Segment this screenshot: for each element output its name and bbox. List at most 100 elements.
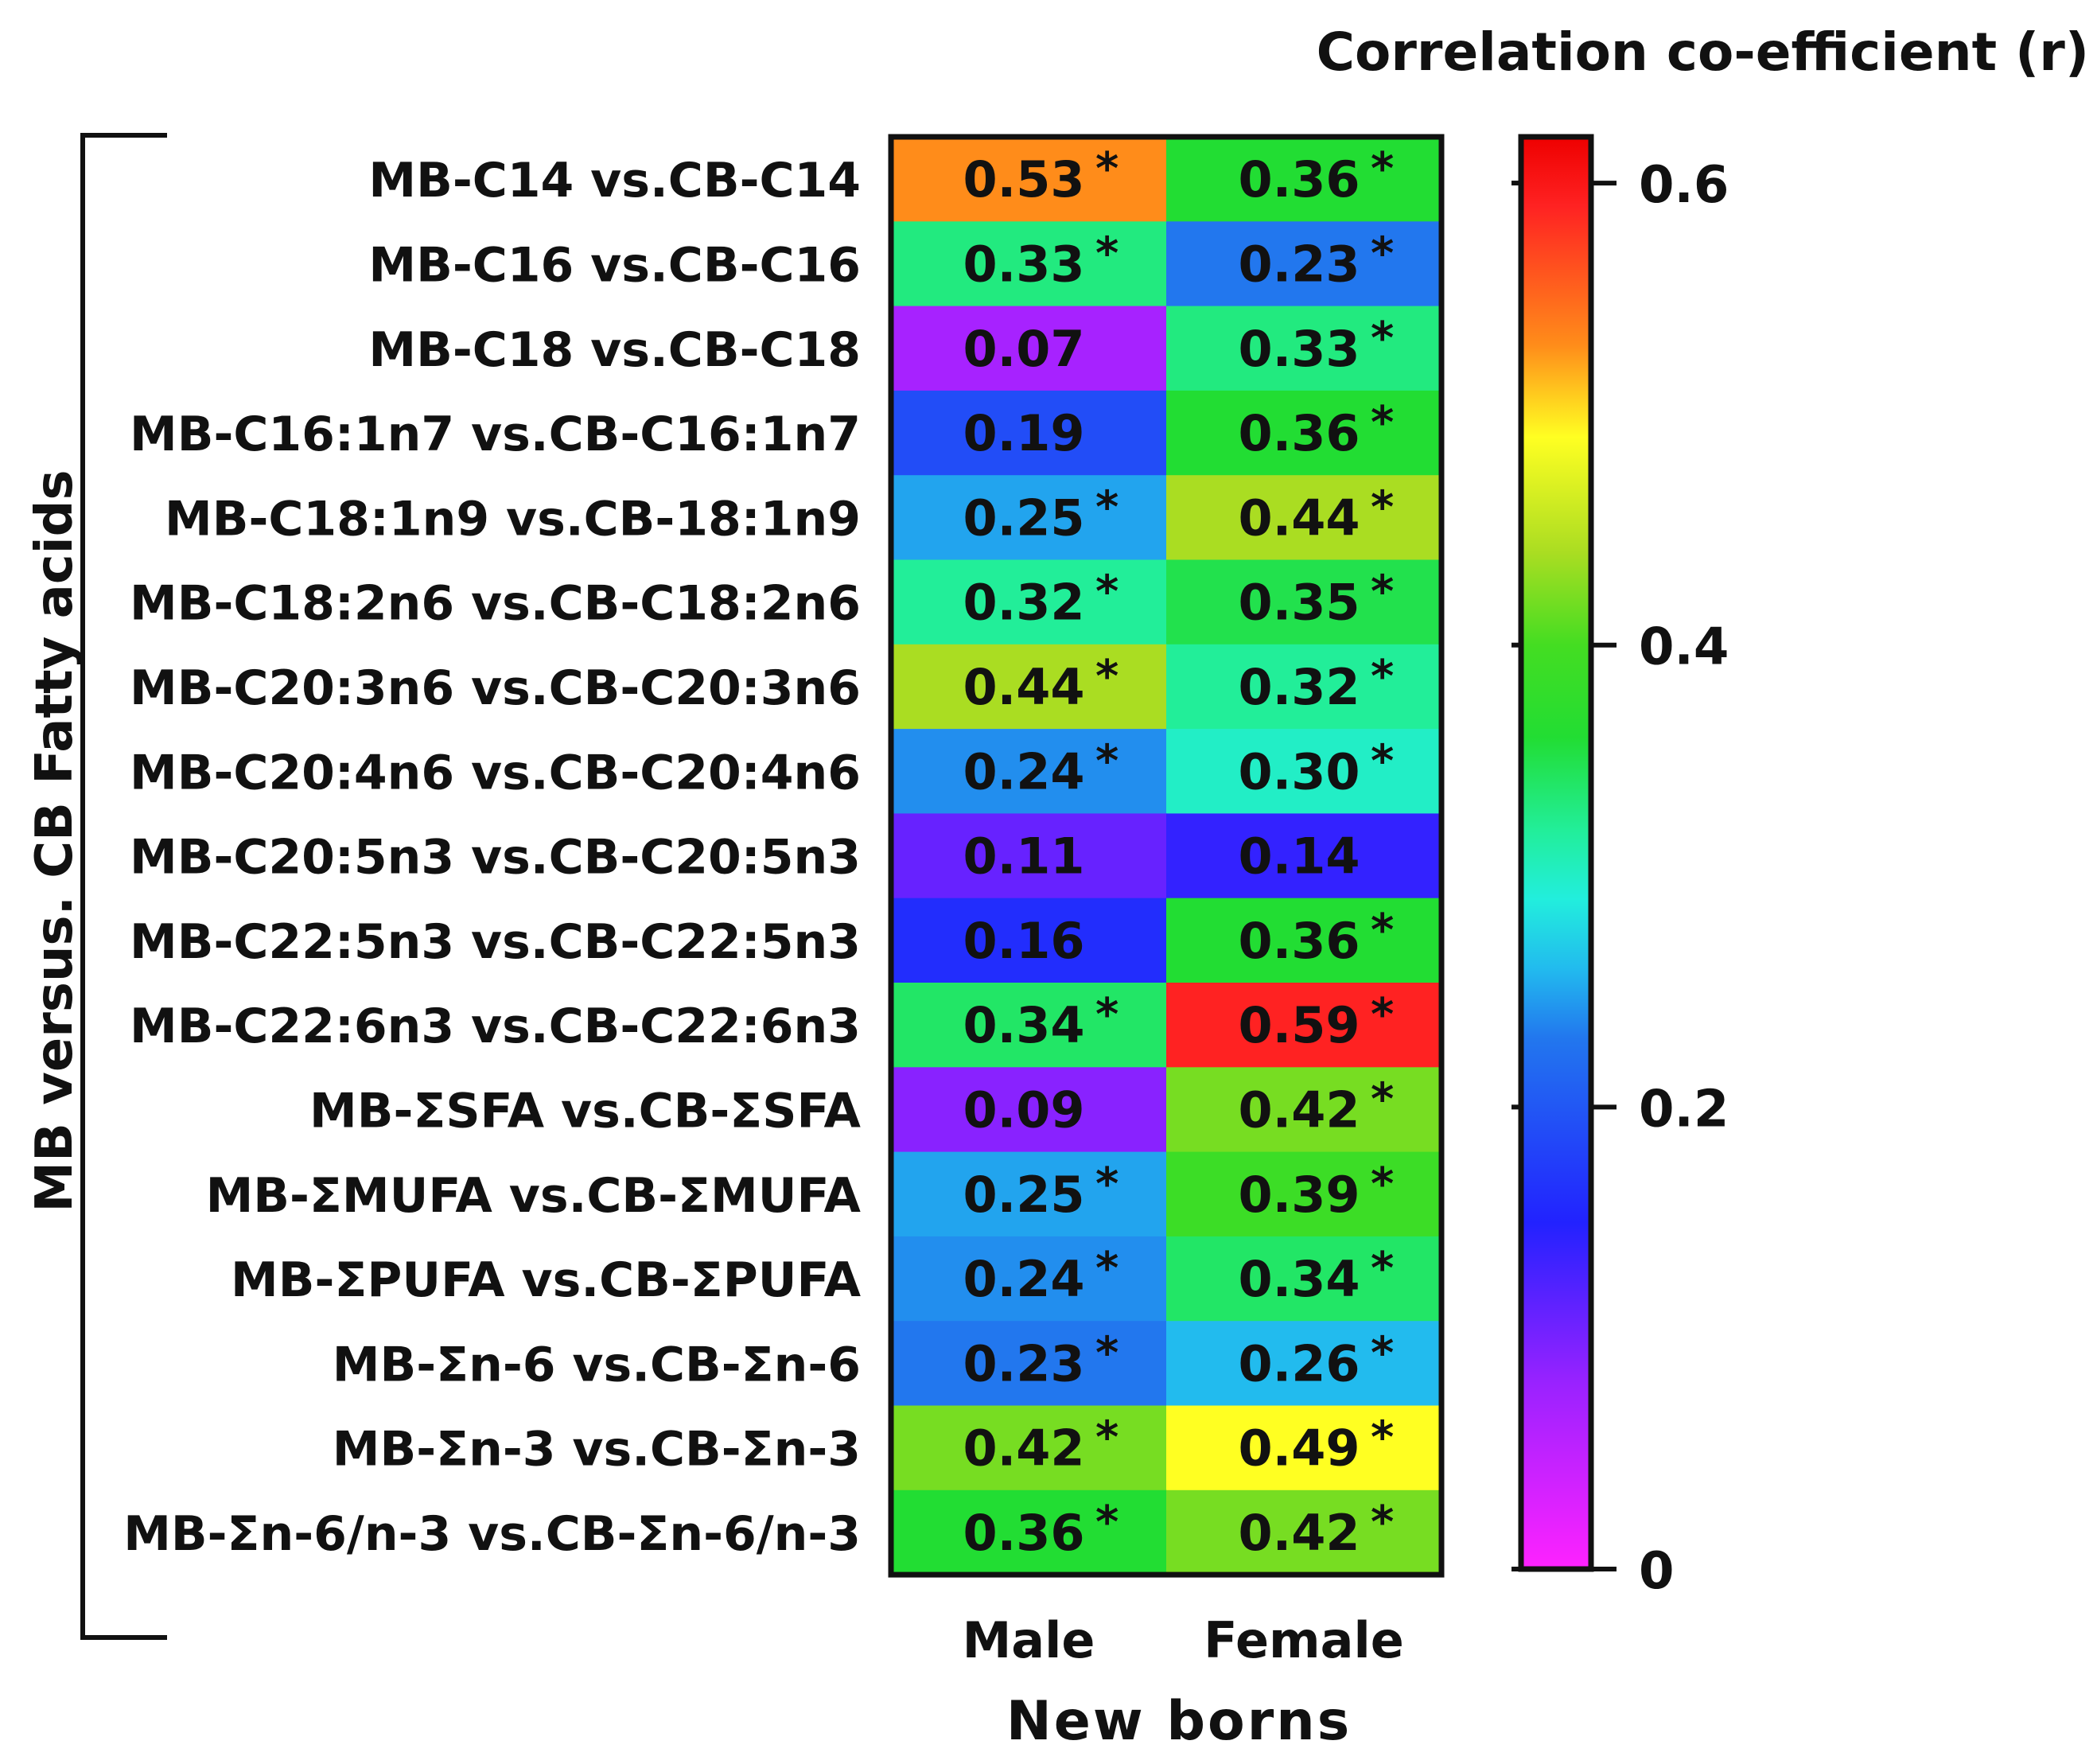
heatmap-cell xyxy=(1166,813,1442,899)
heatmap-cell xyxy=(1166,1151,1442,1237)
column-label: Female xyxy=(1204,1611,1404,1669)
significance-marker: * xyxy=(1371,143,1394,195)
significance-marker: * xyxy=(1371,1158,1394,1210)
significance-marker: * xyxy=(1371,1327,1394,1379)
cell-value-label: 0.39 xyxy=(1239,1166,1360,1224)
colorbar-title: Correlation co-efficient (r) xyxy=(1317,21,2089,83)
significance-marker: * xyxy=(1371,735,1394,787)
row-label: MB-Σn-6 vs.CB-Σn-6 xyxy=(333,1337,861,1392)
heatmap-cell xyxy=(891,475,1167,561)
cell-value-label: 0.25 xyxy=(963,1166,1085,1224)
row-label: MB-C22:6n3 vs.CB-C22:6n3 xyxy=(130,999,861,1054)
heatmap-cell xyxy=(1166,1067,1442,1153)
cell-value-label: 0.11 xyxy=(963,827,1085,886)
row-label: MB-C18 vs.CB-C18 xyxy=(368,322,861,378)
significance-marker: * xyxy=(1095,1412,1119,1464)
cell-value-label: 0.24 xyxy=(963,1250,1085,1308)
significance-marker: * xyxy=(1371,1412,1394,1464)
colorbar-tick-label: 0.6 xyxy=(1639,156,1729,215)
cell-value-label: 0.36 xyxy=(963,1504,1085,1562)
heatmap-cell xyxy=(1166,644,1442,730)
row-label: MB-C16:1n7 vs.CB-C16:1n7 xyxy=(130,407,861,462)
heatmap-cell xyxy=(891,306,1167,391)
significance-marker: * xyxy=(1095,735,1119,787)
heatmap-cell xyxy=(1166,390,1442,476)
cell-value-label: 0.35 xyxy=(1239,574,1360,632)
heatmap-cell xyxy=(1166,306,1442,391)
cell-value-label: 0.42 xyxy=(1239,1081,1360,1139)
row-label: MB-C16 vs.CB-C16 xyxy=(368,237,861,293)
row-label: MB-C20:4n6 vs.CB-C20:4n6 xyxy=(130,745,861,800)
significance-marker: * xyxy=(1095,143,1119,195)
y-axis-label: MB versus. CB Fatty acids xyxy=(25,469,84,1212)
heatmap-cell xyxy=(1166,1236,1442,1322)
colorbar xyxy=(1518,134,1594,1572)
significance-marker: * xyxy=(1095,567,1119,618)
cell-value-label: 0.19 xyxy=(963,404,1085,462)
cell-value-label: 0.36 xyxy=(1239,912,1360,970)
significance-marker: * xyxy=(1095,989,1119,1041)
cell-value-label: 0.32 xyxy=(1239,658,1360,716)
cell-value-label: 0.44 xyxy=(963,658,1085,716)
x-axis-label: New borns xyxy=(1006,1690,1352,1753)
row-label: MB-Σn-3 vs.CB-Σn-3 xyxy=(333,1422,861,1478)
heatmap-cell xyxy=(1166,559,1442,645)
heatmap-cells xyxy=(891,137,1442,1575)
cell-value-label: 0.16 xyxy=(963,912,1085,970)
heatmap-cell-labels: 0.53 * 0.36 *0.33 * 0.23 *0.07 0.33 *0.19 0.36 *0.… xyxy=(963,143,1395,1562)
significance-marker: * xyxy=(1095,1158,1119,1210)
cell-value-label: 0.33 xyxy=(963,235,1085,293)
cell-value-label: 0.53 xyxy=(963,150,1085,208)
significance-marker: * xyxy=(1371,1073,1394,1125)
significance-marker: * xyxy=(1371,1497,1394,1548)
row-label: MB-ΣMUFA vs.CB-ΣMUFA xyxy=(206,1168,862,1224)
row-label: MB-C14 vs.CB-C14 xyxy=(368,153,861,208)
cell-value-label: 0.30 xyxy=(1239,742,1360,800)
cell-value-label: 0.23 xyxy=(1239,235,1360,293)
heatmap-frame xyxy=(888,134,1445,1578)
cell-value-label: 0.07 xyxy=(963,320,1085,378)
cell-value-label: 0.42 xyxy=(963,1419,1085,1478)
row-group-bracket xyxy=(80,133,167,1640)
significance-marker: * xyxy=(1371,481,1394,533)
row-label: MB-ΣPUFA vs.CB-ΣPUFA xyxy=(231,1252,862,1308)
cell-value-label: 0.24 xyxy=(963,742,1085,800)
heatmap-cell xyxy=(891,1236,1167,1322)
significance-marker: * xyxy=(1371,1243,1394,1295)
significance-marker: * xyxy=(1095,228,1119,279)
heatmap-cell xyxy=(891,983,1167,1069)
heatmap-cell xyxy=(891,898,1167,983)
cell-value-label: 0.26 xyxy=(1239,1334,1360,1392)
significance-marker: * xyxy=(1371,651,1394,703)
significance-marker: * xyxy=(1371,989,1394,1041)
row-label: MB-ΣSFA vs.CB-ΣSFA xyxy=(309,1083,862,1139)
heatmap-cell xyxy=(891,137,1167,223)
cell-value-label: 0.36 xyxy=(1239,404,1360,462)
significance-marker: * xyxy=(1371,905,1394,956)
cell-value-label: 0.36 xyxy=(1239,150,1360,208)
heatmap-cell xyxy=(1166,137,1442,223)
significance-marker: * xyxy=(1371,228,1394,279)
cell-value-label: 0.34 xyxy=(1239,1250,1360,1308)
heatmap-cell xyxy=(1166,898,1442,983)
heatmap-cell xyxy=(1166,1321,1442,1407)
cell-value-label: 0.42 xyxy=(1239,1504,1360,1562)
cell-value-label: 0.33 xyxy=(1239,320,1360,378)
significance-marker: * xyxy=(1095,1243,1119,1295)
heatmap-cell xyxy=(891,1489,1167,1575)
heatmap-cell xyxy=(891,1067,1167,1153)
significance-marker: * xyxy=(1095,1497,1119,1548)
column-label: Male xyxy=(963,1611,1095,1669)
heatmap-cell xyxy=(1166,1489,1442,1575)
column-labels: Male Female xyxy=(963,1611,1404,1669)
heatmap-cell xyxy=(891,1321,1167,1407)
row-labels: MB-C14 vs.CB-C14 MB-C16 vs.CB-C16 MB-C18 v… xyxy=(123,153,861,1562)
cell-value-label: 0.25 xyxy=(963,489,1085,547)
cell-value-label: 0.32 xyxy=(963,574,1085,632)
significance-marker: * xyxy=(1371,397,1394,449)
row-label: MB-C18:2n6 vs.CB-C18:2n6 xyxy=(130,576,861,632)
row-label: MB-Σn-6/n-3 vs.CB-Σn-6/n-3 xyxy=(123,1506,861,1562)
colorbar-tick-label: 0.4 xyxy=(1639,618,1729,677)
heatmap-cell xyxy=(891,1405,1167,1491)
